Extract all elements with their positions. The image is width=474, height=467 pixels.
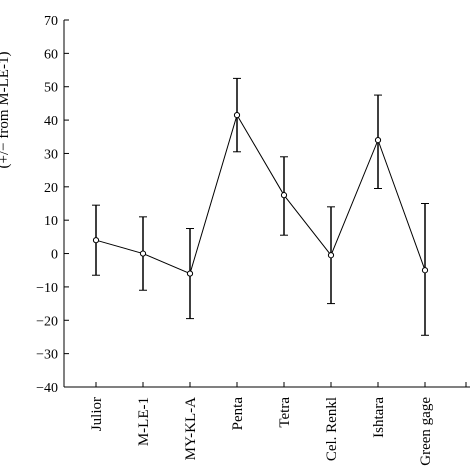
y-tick-label: 40: [44, 114, 58, 129]
x-tick-label: Green gage: [418, 397, 434, 466]
data-points: [92, 111, 429, 277]
x-axis-ticks: Julior M-LE-1 MY-KL-A Penta Tetra Cel. Renkl I…: [89, 382, 467, 466]
data-point: [233, 111, 241, 119]
data-point: [421, 267, 429, 274]
y-tick-label: −40: [36, 381, 58, 396]
x-tick-label: Penta: [230, 397, 246, 431]
data-point: [92, 237, 100, 244]
y-tick-label: 30: [44, 147, 58, 162]
x-tick-label: Tetra: [277, 397, 293, 428]
y-tick-label: 0: [51, 248, 58, 263]
y-axis-ticks: −40 −30 −20 −10 0 10 20 30 40 50 60 70: [36, 14, 69, 396]
error-bars: [92, 77, 429, 336]
data-point: [186, 270, 194, 277]
data-point: [374, 137, 382, 144]
x-tick-label: MY-KL-A: [183, 397, 199, 460]
y-tick-label: −10: [36, 281, 58, 296]
y-tick-label: −20: [36, 314, 58, 329]
x-tick-label: Ishtara: [371, 397, 387, 438]
series-line: [95, 113, 426, 275]
y-tick-label: 70: [44, 14, 58, 29]
x-tick-label: M-LE-1: [136, 397, 152, 446]
data-point: [327, 252, 335, 259]
y-axis-title: (+/− from M-LE-1): [0, 52, 12, 169]
x-tick-label: Cel. Renkl: [324, 397, 340, 461]
y-tick-label: 60: [44, 47, 58, 62]
y-tick-label: −30: [36, 348, 58, 363]
x-tick-label: Julior: [89, 397, 105, 431]
y-tick-label: 50: [44, 81, 58, 96]
y-tick-label: 20: [44, 181, 58, 196]
data-point: [280, 192, 288, 199]
y-tick-label: 10: [44, 214, 58, 229]
data-point: [139, 250, 147, 257]
